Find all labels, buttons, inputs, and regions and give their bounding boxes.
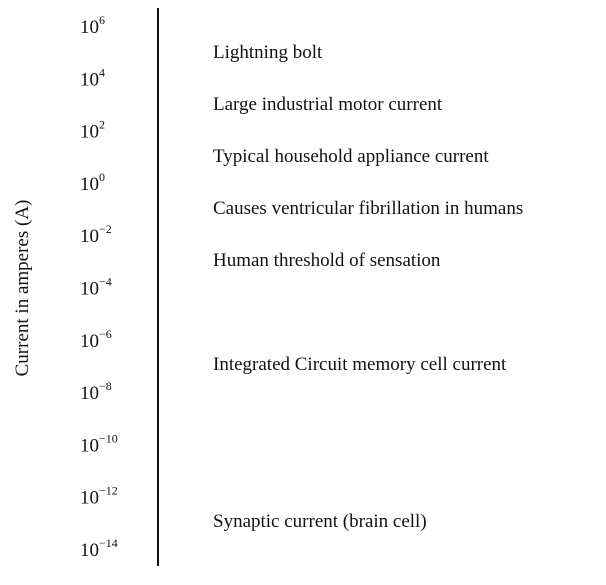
tick-label: 106 (80, 13, 105, 38)
tick-base: 10 (80, 331, 99, 352)
item-label: Integrated Circuit memory cell current (213, 354, 507, 375)
tick-exponent: −14 (99, 536, 118, 550)
tick-label: 10−12 (80, 484, 118, 509)
tick-exponent: −2 (99, 222, 112, 236)
tick-label: 104 (80, 65, 105, 90)
tick-label: 10−8 (80, 379, 112, 404)
tick-label: 10−4 (80, 275, 112, 300)
item-label: Causes ventricular fibrillation in human… (213, 198, 523, 219)
tick-base: 10 (80, 17, 99, 38)
tick-label: 10−14 (80, 536, 118, 561)
tick-label: 10−6 (80, 327, 112, 352)
tick-label: 102 (80, 118, 105, 143)
item-label: Typical household appliance current (213, 146, 489, 167)
tick-exponent: 2 (99, 118, 105, 132)
item-label: Human threshold of sensation (213, 250, 441, 271)
tick-exponent: −4 (99, 275, 112, 289)
tick-exponent: 0 (99, 170, 105, 184)
tick-exponent: −12 (99, 484, 118, 498)
tick-base: 10 (80, 488, 99, 509)
tick-base: 10 (80, 383, 99, 404)
tick-label: 10−10 (80, 431, 118, 456)
tick-label: 10−2 (80, 222, 112, 247)
tick-exponent: −10 (99, 431, 118, 445)
tick-base: 10 (80, 540, 99, 561)
item-label: Synaptic current (brain cell) (213, 511, 427, 532)
tick-base: 10 (80, 69, 99, 90)
item-label: Lightning bolt (213, 42, 323, 63)
axis-label: Current in amperes (A) (12, 200, 33, 377)
tick-base: 10 (80, 122, 99, 143)
tick-exponent: −6 (99, 327, 112, 341)
tick-exponent: −8 (99, 379, 112, 393)
tick-exponent: 6 (99, 13, 105, 27)
item-label: Large industrial motor current (213, 94, 443, 115)
tick-base: 10 (80, 174, 99, 195)
tick-label: 100 (80, 170, 105, 195)
tick-base: 10 (80, 279, 99, 300)
tick-base: 10 (80, 226, 99, 247)
tick-base: 10 (80, 435, 99, 456)
tick-exponent: 4 (99, 65, 105, 79)
